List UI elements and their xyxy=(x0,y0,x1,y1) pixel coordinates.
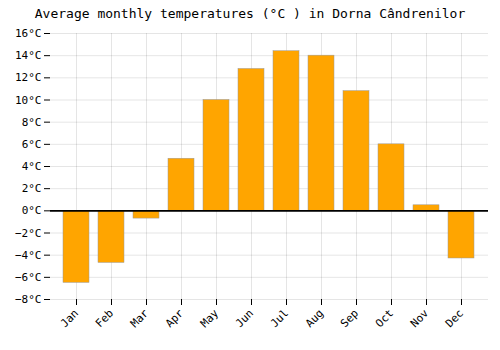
svg-text:−8°C: −8°C xyxy=(15,293,42,306)
html-text:Average monthly temperatures (: Average monthly temperatures (°C ) in Do… xyxy=(34,6,466,21)
svg-text:8°C: 8°C xyxy=(22,116,42,129)
svg-text:Apr: Apr xyxy=(163,306,187,330)
svg-text:May: May xyxy=(198,306,222,330)
svg-text:0°C: 0°C xyxy=(22,204,42,217)
svg-text:Sep: Sep xyxy=(338,307,361,330)
svg-text:16°C: 16°C xyxy=(15,27,42,40)
svg-text:2°C: 2°C xyxy=(22,182,42,195)
svg-text:Dec: Dec xyxy=(443,307,466,330)
svg-text:Jan: Jan xyxy=(58,307,81,330)
svg-text:−6°C: −6°C xyxy=(15,271,42,284)
svg-text:6°C: 6°C xyxy=(22,138,42,151)
svg-text:Jul: Jul xyxy=(268,307,291,330)
svg-text:Aug: Aug xyxy=(303,307,326,330)
svg-text:Mar: Mar xyxy=(128,306,152,330)
svg-text:Jun: Jun xyxy=(233,307,256,330)
svg-text:−4°C: −4°C xyxy=(15,249,42,262)
svg-text:Oct: Oct xyxy=(373,307,396,330)
svg-text:−2°C: −2°C xyxy=(15,227,42,240)
svg-text:Nov: Nov xyxy=(408,306,432,330)
svg-text:14°C: 14°C xyxy=(15,49,42,62)
svg-text:4°C: 4°C xyxy=(22,160,42,173)
svg-text:12°C: 12°C xyxy=(15,71,42,84)
svg-text:Feb: Feb xyxy=(93,307,116,330)
svg-text:10°C: 10°C xyxy=(15,94,42,107)
